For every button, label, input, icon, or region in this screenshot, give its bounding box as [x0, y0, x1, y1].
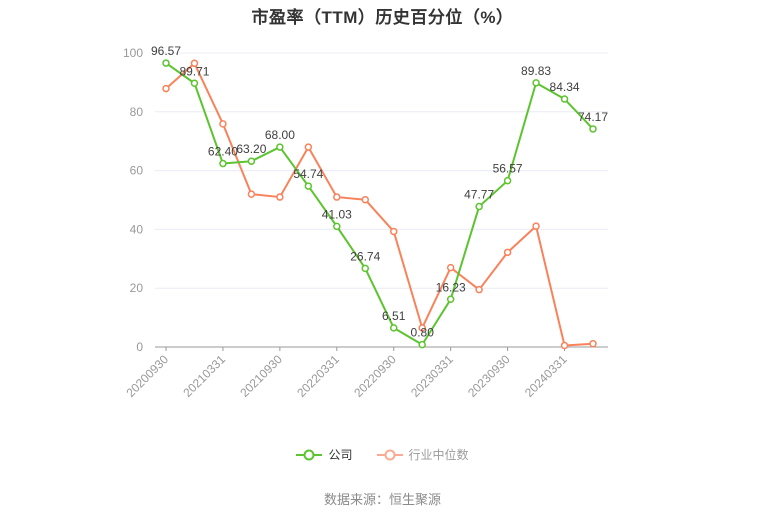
company-value-label: 47.77 [464, 188, 494, 202]
x-axis-tick-label: 20230331 [408, 352, 456, 400]
company-data-point[interactable] [446, 295, 455, 304]
x-axis-tick-label: 20210331 [180, 352, 228, 400]
company-value-label: 56.57 [493, 162, 523, 176]
company-data-point[interactable] [560, 95, 569, 103]
x-axis-tick-label: 20210930 [237, 352, 285, 400]
y-axis-tick-label: 100 [123, 46, 143, 60]
company-value-label: 54.74 [293, 167, 323, 181]
legend-label-company: 公司 [328, 448, 353, 462]
industry-median-data-point[interactable] [219, 120, 227, 128]
industry-median-data-point[interactable] [276, 193, 284, 201]
company-data-point[interactable] [276, 143, 284, 151]
company-value-label: 89.83 [521, 64, 551, 78]
company-data-point[interactable] [361, 264, 370, 273]
company-value-label: 62.40 [208, 145, 238, 159]
chart-title: 市盈率（TTM）历史百分位（%） [251, 8, 514, 27]
x-axis-tick-label: 20220331 [294, 352, 342, 400]
company-data-point[interactable] [589, 125, 597, 133]
company-data-point[interactable] [532, 79, 540, 87]
chart-legend: 公司 行业中位数 [0, 446, 765, 463]
industry-median-data-point[interactable] [446, 263, 455, 272]
industry-median-data-point[interactable] [162, 84, 170, 93]
industry-median-data-point[interactable] [560, 341, 569, 350]
x-axis-tick-label: 20230930 [465, 352, 513, 400]
company-data-point[interactable] [190, 79, 199, 88]
company-value-label: 68.00 [265, 128, 295, 142]
company-legend-marker-icon [296, 449, 323, 460]
industry-median-legend-marker-icon [376, 449, 403, 460]
y-axis-tick-label: 0 [136, 340, 143, 354]
company-value-label: 0.80 [411, 326, 435, 340]
company-data-point[interactable] [475, 202, 483, 211]
company-data-point[interactable] [333, 222, 341, 231]
industry-median-series-line [165, 62, 594, 347]
y-axis-tick-label: 20 [130, 281, 144, 295]
legend-item-company[interactable]: 公司 [296, 446, 353, 463]
industry-median-data-point[interactable] [475, 285, 483, 294]
company-value-label: 41.03 [322, 207, 352, 221]
y-axis-tick-label: 60 [130, 164, 144, 178]
industry-median-data-point[interactable] [247, 190, 256, 198]
industry-median-data-point[interactable] [589, 340, 597, 348]
x-axis-tick-label: 20240331 [522, 352, 570, 400]
legend-label-industry-median: 行业中位数 [408, 448, 469, 462]
company-data-point[interactable] [503, 176, 512, 185]
company-value-label: 84.34 [550, 80, 580, 94]
company-value-label: 89.71 [179, 64, 209, 78]
company-data-point[interactable] [247, 157, 256, 165]
data-source-note: 数据来源：恒生聚源 [323, 492, 441, 507]
company-value-label: 74.17 [578, 110, 608, 124]
company-value-label: 96.57 [151, 44, 181, 58]
company-data-point[interactable] [418, 340, 426, 349]
industry-median-data-point[interactable] [503, 248, 512, 257]
company-value-label: 6.51 [382, 309, 406, 323]
y-axis-tick-label: 40 [130, 222, 144, 236]
company-data-point[interactable] [304, 182, 313, 190]
legend-item-industry-median[interactable]: 行业中位数 [376, 446, 469, 463]
industry-median-data-point[interactable] [333, 193, 341, 201]
company-value-label: 63.20 [236, 142, 266, 156]
x-axis-tick-label: 20220930 [351, 352, 399, 400]
industry-median-data-point[interactable] [532, 222, 540, 230]
company-data-point[interactable] [219, 159, 227, 168]
company-series-line [165, 62, 594, 346]
company-data-point[interactable] [389, 324, 398, 332]
industry-median-data-point[interactable] [361, 195, 370, 204]
industry-median-data-point[interactable] [389, 227, 398, 236]
industry-median-data-point[interactable] [418, 324, 426, 332]
y-axis-tick-label: 80 [130, 105, 144, 119]
industry-median-data-point[interactable] [304, 143, 313, 151]
x-axis-tick-label: 20200930 [123, 352, 171, 400]
company-value-label: 16.23 [436, 280, 466, 294]
company-data-point[interactable] [162, 59, 170, 67]
industry-median-data-point[interactable] [190, 59, 199, 68]
company-value-label: 26.74 [350, 249, 380, 263]
